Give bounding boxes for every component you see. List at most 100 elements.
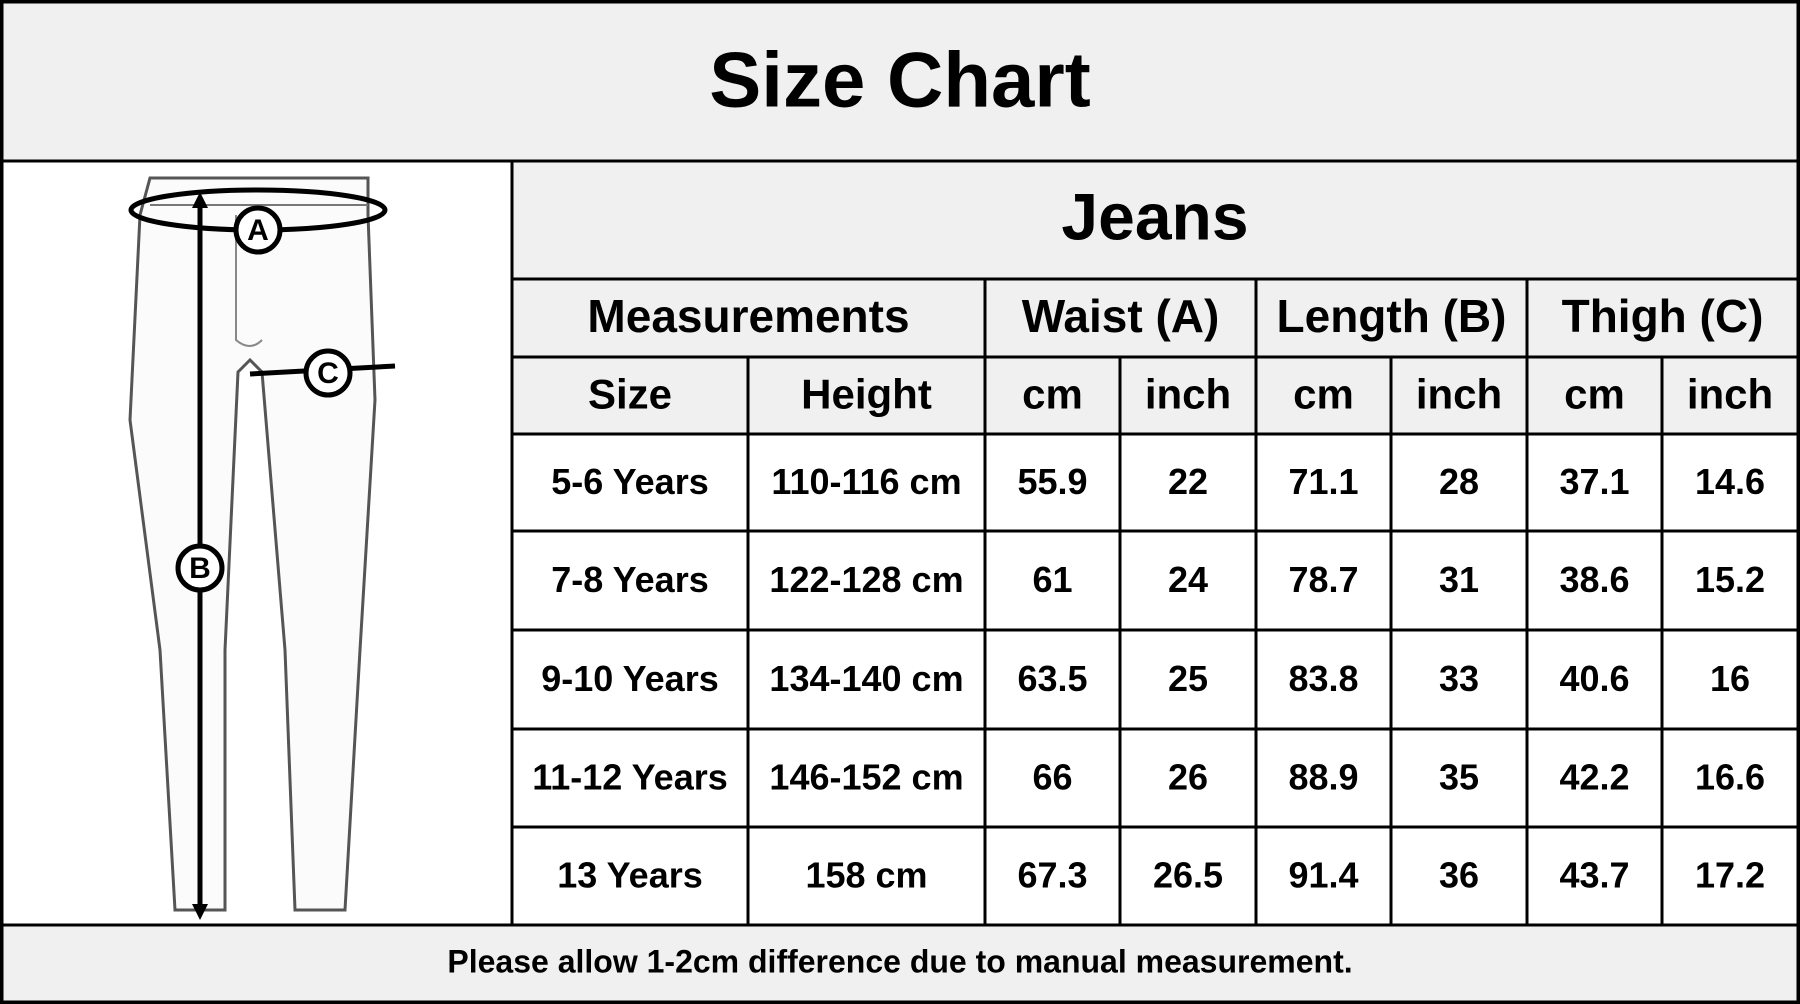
group-header: Thigh (C): [1562, 290, 1764, 342]
table-cell: 25: [1168, 658, 1208, 699]
table-cell: 37.1: [1559, 461, 1629, 502]
table-cell: 88.9: [1288, 757, 1358, 798]
table-cell-cell: [1660, 825, 1800, 927]
table-cell-cell: [746, 432, 987, 533]
column-header-cell: [746, 355, 987, 436]
group-header-cell: [510, 277, 987, 359]
table-cell: 78.7: [1288, 559, 1358, 600]
table-cell-cell: [983, 432, 1122, 533]
table-cell: 71.1: [1288, 461, 1358, 502]
column-header: Height: [801, 371, 932, 418]
table-cell-cell: [1525, 825, 1664, 927]
table-cell: 42.2: [1559, 757, 1629, 798]
table-cell: 55.9: [1017, 461, 1087, 502]
marker-circle: [303, 348, 353, 398]
table-cell-cell: [1660, 727, 1800, 829]
table-cell: 16: [1710, 658, 1750, 699]
group-header: Waist (A): [1022, 290, 1220, 342]
group-header-cell: [1525, 277, 1800, 359]
table-cell: 66: [1032, 757, 1072, 798]
marker-circle: [233, 205, 283, 255]
group-header: Length (B): [1277, 290, 1507, 342]
table-cell: 35: [1439, 757, 1479, 798]
table-cell-cell: [746, 825, 987, 927]
table-cell: 67.3: [1017, 855, 1087, 896]
table-cell-cell: [1254, 825, 1393, 927]
table-cell-cell: [1254, 727, 1393, 829]
title: Size Chart: [709, 36, 1090, 124]
table-cell-cell: [510, 825, 750, 927]
marker-label: A: [247, 214, 269, 247]
marker-circle: [175, 543, 225, 593]
table-cell-cell: [1254, 432, 1393, 533]
column-header: inch: [1416, 371, 1502, 418]
table-cell: 14.6: [1695, 461, 1765, 502]
table-title: Jeans: [1061, 179, 1248, 253]
arrow-head: [192, 904, 208, 920]
table-cell-cell: [1389, 727, 1529, 829]
pants-diagram: A B C: [128, 176, 396, 920]
table-cell-cell: [1389, 432, 1529, 533]
table-cell-cell: [983, 529, 1122, 632]
table-cell: 24: [1168, 559, 1208, 600]
table-cell: 15.2: [1695, 559, 1765, 600]
table-cell-cell: [1118, 727, 1258, 829]
table-cell-cell: [1389, 825, 1529, 927]
table-cell: 28: [1439, 461, 1479, 502]
table-cell: 61: [1032, 559, 1072, 600]
marker-label: C: [317, 357, 339, 390]
column-header-cell: [1254, 355, 1393, 436]
column-header: inch: [1145, 371, 1231, 418]
table-cell: 17.2: [1695, 855, 1765, 896]
group-header: Measurements: [587, 290, 909, 342]
table-cell-cell: [1525, 628, 1664, 731]
table-cell-cell: [746, 628, 987, 731]
table-cell: 43.7: [1559, 855, 1629, 896]
table-cell-cell: [983, 825, 1122, 927]
table-cell-cell: [1254, 628, 1393, 731]
marker-label: B: [189, 552, 211, 585]
table-cell: 7-8 Years: [551, 559, 708, 600]
table-cell: 158 cm: [805, 855, 927, 896]
size-table: Jeans Measurements Waist (A) Length (B) Thig…: [510, 159, 1800, 927]
column-header: cm: [1022, 371, 1083, 418]
table-cell: 146-152 cm: [769, 757, 963, 798]
table-cell: 36: [1439, 855, 1479, 896]
table-cell-cell: [1660, 628, 1800, 731]
table-cell: 40.6: [1559, 658, 1629, 699]
table-cell-cell: [746, 727, 987, 829]
table-cell: 122-128 cm: [769, 559, 963, 600]
title-band: [3, 3, 1797, 161]
column-header-cell: [1389, 355, 1529, 436]
table-cell: 11-12 Years: [532, 757, 728, 798]
column-header-cell: [1118, 355, 1258, 436]
table-cell-cell: [1118, 432, 1258, 533]
table-cell: 83.8: [1288, 658, 1358, 699]
column-header: cm: [1564, 371, 1625, 418]
table-cell: 134-140 cm: [769, 658, 963, 699]
table-cell-cell: [983, 628, 1122, 731]
table-cell: 26: [1168, 757, 1208, 798]
table-cell-cell: [510, 727, 750, 829]
column-header: cm: [1293, 371, 1354, 418]
table-cell: 91.4: [1288, 855, 1358, 896]
table-cell: 22: [1168, 461, 1208, 502]
fly-line: [235, 215, 263, 347]
arrow-head: [192, 192, 208, 208]
table-cell: 13 Years: [557, 855, 703, 896]
footer-note: Please allow 1-2cm difference due to man…: [447, 943, 1352, 979]
table-cell: 16.6: [1695, 757, 1765, 798]
footer-band: [3, 925, 1797, 1001]
table-cell: 38.6: [1559, 559, 1629, 600]
table-cell: 63.5: [1017, 658, 1087, 699]
table-cell: 26.5: [1153, 855, 1223, 896]
table-cell-cell: [510, 432, 750, 533]
column-header: Size: [588, 371, 672, 418]
table-cell: 33: [1439, 658, 1479, 699]
column-header-cell: [983, 355, 1122, 436]
column-header-cell: [1525, 355, 1664, 436]
column-header: inch: [1687, 371, 1773, 418]
